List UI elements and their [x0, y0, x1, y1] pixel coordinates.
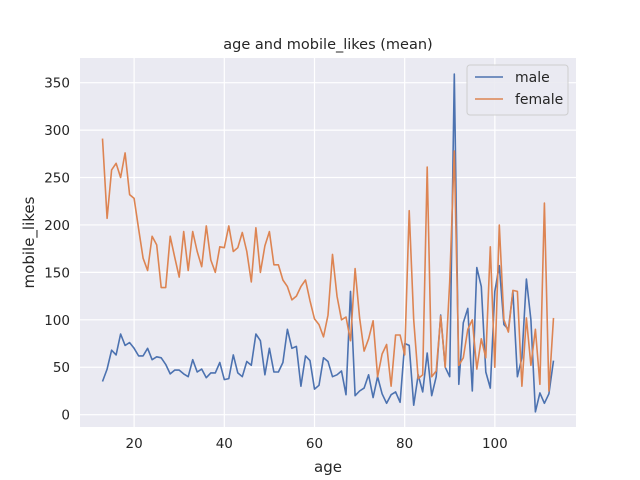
- y-tick-label: 50: [53, 360, 70, 376]
- legend-label-female: female: [515, 92, 563, 108]
- x-axis-label: age: [314, 458, 342, 476]
- y-axis-label: mobile_likes: [20, 196, 39, 288]
- series-line-female: [101, 138, 555, 392]
- chart-title: age and mobile_likes (mean): [223, 37, 432, 53]
- y-tick-label: 100: [44, 313, 70, 329]
- series-layer: [101, 73, 555, 413]
- plot-background: [80, 58, 576, 427]
- y-tick-label: 350: [44, 76, 70, 92]
- y-tick-labels: 0 50 100 150 200 250 300 350: [44, 76, 70, 424]
- series-line-male: [101, 73, 555, 413]
- y-tick-label: 150: [44, 265, 70, 281]
- y-tick-label: 0: [61, 408, 70, 424]
- x-tick-label: 100: [482, 436, 508, 452]
- y-tick-label: 300: [44, 123, 70, 139]
- legend-label-male: male: [515, 70, 550, 86]
- y-tick-label: 250: [44, 171, 70, 187]
- grid: [80, 58, 576, 427]
- y-tick-label: 200: [44, 218, 70, 234]
- x-tick-label: 80: [396, 436, 413, 452]
- x-tick-labels: 20 40 60 80 100: [126, 436, 508, 452]
- legend: male female: [466, 64, 569, 116]
- x-tick-label: 60: [306, 436, 323, 452]
- x-tick-label: 20: [126, 436, 143, 452]
- x-tick-label: 40: [216, 436, 233, 452]
